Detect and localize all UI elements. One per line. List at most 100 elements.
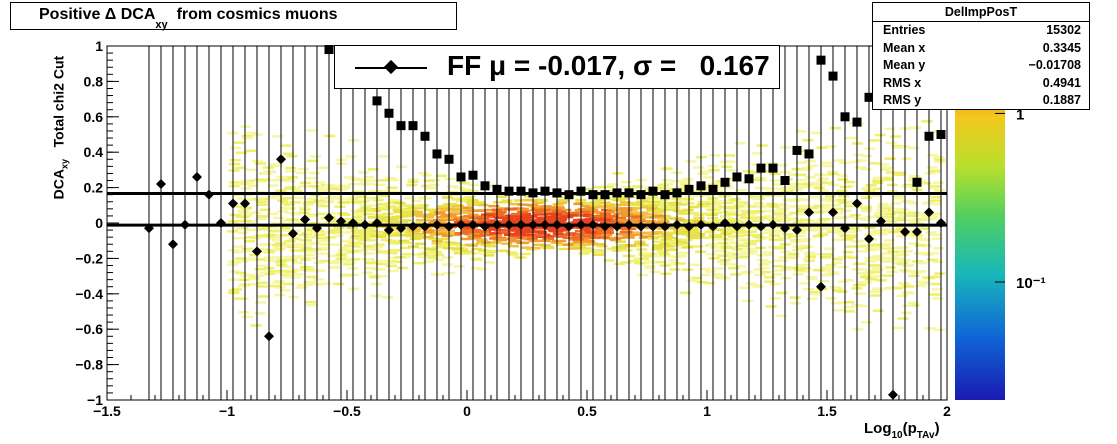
diamond-point bbox=[732, 221, 742, 232]
y-tick-label: 0 bbox=[95, 215, 103, 231]
legend-diamond-icon bbox=[383, 59, 399, 75]
diamond-point bbox=[336, 216, 346, 227]
colorbar-label: 10⁻¹ bbox=[1016, 275, 1046, 292]
colorbar-label: 1 bbox=[1016, 106, 1024, 123]
diamond-point bbox=[420, 221, 430, 232]
chart-title: Positive Δ DCAxy from cosmics muons bbox=[10, 2, 457, 31]
x-tick-label: −1.5 bbox=[93, 403, 121, 419]
x-tick-label: −0.5 bbox=[333, 403, 361, 419]
diamond-point bbox=[936, 218, 946, 228]
square-point bbox=[852, 117, 862, 127]
diamond-point bbox=[408, 221, 418, 232]
square-point bbox=[684, 184, 694, 194]
square-point bbox=[672, 188, 682, 198]
diamond-point bbox=[492, 219, 502, 230]
square-point bbox=[492, 184, 502, 194]
diamond-point bbox=[816, 281, 826, 292]
square-point bbox=[804, 149, 814, 159]
diamond-point bbox=[888, 389, 898, 400]
y-axis-label: DCAxy Total chi2 Cut bbox=[50, 55, 70, 200]
diamond-point bbox=[264, 331, 274, 342]
diamond-point bbox=[768, 219, 778, 230]
stats-row: RMS y 0.1887 bbox=[883, 93, 1081, 108]
square-point bbox=[384, 108, 394, 118]
legend-text: FF μ = -0.017, σ = 0.167 bbox=[447, 50, 770, 81]
diamond-point bbox=[372, 218, 382, 228]
diamond-point bbox=[648, 221, 658, 232]
square-point bbox=[468, 170, 478, 180]
diamond-point bbox=[456, 219, 466, 230]
square-point bbox=[936, 130, 946, 139]
square-point bbox=[768, 163, 778, 173]
stats-name: DelImpPosT bbox=[873, 3, 1089, 22]
diamond-point bbox=[276, 154, 286, 165]
diamond-point bbox=[720, 218, 730, 228]
diamond-point bbox=[312, 223, 322, 234]
diamond-point bbox=[348, 218, 358, 228]
diamond-point bbox=[636, 221, 646, 232]
diamond-point bbox=[432, 219, 442, 230]
square-point bbox=[600, 190, 610, 200]
diamond-point bbox=[228, 198, 238, 209]
diamond-point bbox=[180, 219, 190, 230]
diamond-point bbox=[924, 207, 934, 218]
square-point bbox=[504, 186, 514, 196]
y-tick-label: −0.4 bbox=[75, 286, 103, 302]
diamond-point bbox=[396, 223, 406, 234]
diamond-point bbox=[696, 219, 706, 230]
diamond-point bbox=[168, 239, 178, 250]
diamond-point bbox=[852, 198, 862, 209]
diamond-point bbox=[780, 223, 790, 234]
legend-box: FF μ = -0.017, σ = 0.167 bbox=[334, 45, 780, 89]
x-tick-label: 0 bbox=[463, 403, 471, 419]
diamond-point bbox=[708, 221, 718, 232]
y-tick-label: 0.8 bbox=[84, 73, 104, 89]
square-point bbox=[396, 121, 406, 131]
y-tick-label: −1 bbox=[87, 392, 103, 408]
diamond-point bbox=[612, 221, 622, 232]
y-tick-label: 0.6 bbox=[84, 109, 104, 125]
square-point bbox=[528, 188, 538, 198]
diamond-point bbox=[864, 233, 874, 244]
diamond-point bbox=[468, 219, 478, 230]
diamond-point bbox=[792, 225, 802, 236]
square-point bbox=[912, 177, 922, 187]
diamond-point bbox=[828, 207, 838, 218]
square-point bbox=[480, 181, 490, 191]
diamond-point bbox=[552, 219, 562, 230]
square-point bbox=[624, 188, 634, 198]
diamond-point bbox=[624, 219, 634, 230]
square-point bbox=[552, 188, 562, 198]
square-point bbox=[660, 190, 670, 200]
diamond-point bbox=[588, 219, 598, 230]
square-point bbox=[792, 145, 802, 155]
diamond-point bbox=[504, 219, 514, 230]
title-rest: from cosmics muons bbox=[176, 6, 338, 23]
y-tick-label: 1 bbox=[95, 38, 103, 54]
diamond-point bbox=[240, 198, 250, 209]
y-tick-label: 0.2 bbox=[84, 180, 104, 196]
square-point bbox=[444, 154, 454, 164]
square-point bbox=[612, 188, 622, 198]
diamond-point bbox=[564, 221, 574, 232]
diamond-point bbox=[684, 221, 694, 232]
diamond-point bbox=[300, 214, 310, 225]
square-point bbox=[516, 186, 526, 196]
x-axis-label: Log10(pTAv) bbox=[864, 420, 940, 441]
title-subscript: xy bbox=[155, 19, 168, 31]
square-point bbox=[840, 112, 850, 122]
square-point bbox=[828, 71, 838, 81]
square-point bbox=[648, 186, 658, 196]
square-point bbox=[816, 55, 826, 65]
x-tick-label: 0.5 bbox=[577, 403, 597, 419]
stats-row: Mean y −0.01708 bbox=[883, 58, 1081, 73]
diamond-point bbox=[324, 212, 334, 223]
square-point bbox=[924, 131, 934, 141]
square-point bbox=[420, 131, 430, 141]
diamond-point bbox=[144, 223, 154, 234]
diamond-point bbox=[288, 228, 298, 239]
diamond-point bbox=[600, 221, 610, 232]
square-point bbox=[744, 174, 754, 184]
y-tick-label: 0.4 bbox=[84, 144, 104, 160]
square-point bbox=[636, 190, 646, 200]
